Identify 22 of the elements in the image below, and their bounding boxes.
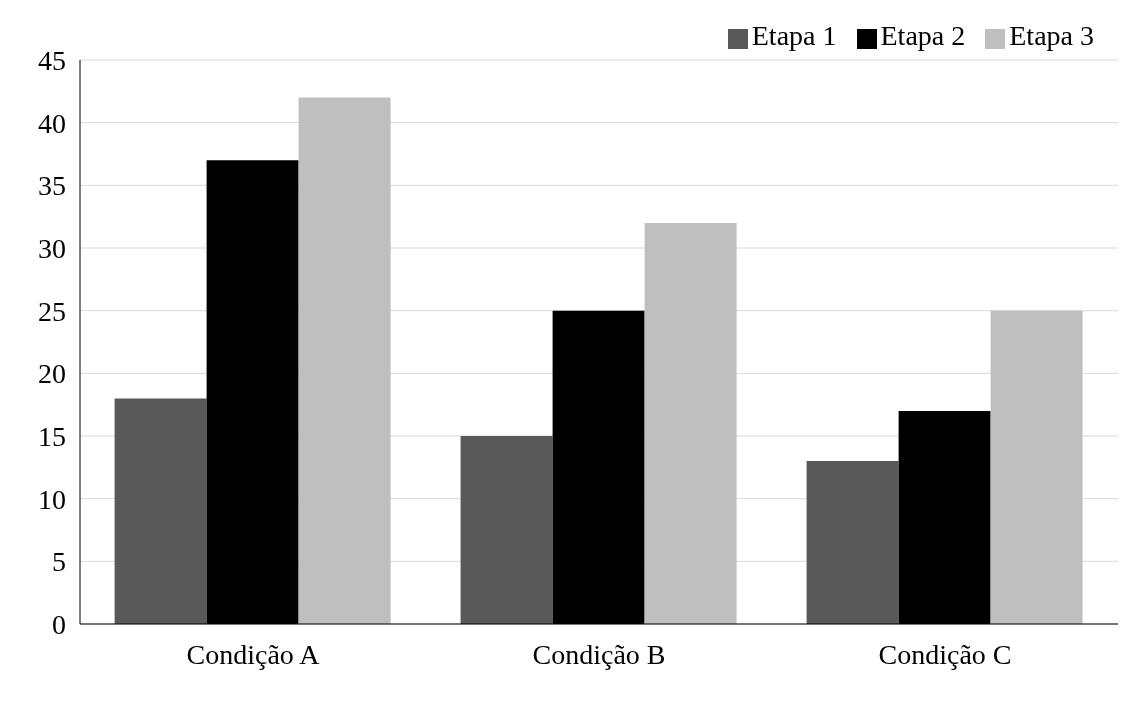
bar	[990, 310, 1083, 624]
x-tick-label: Condição B	[532, 638, 666, 670]
x-tick-label: Condição C	[878, 638, 1012, 670]
y-tick-label: 10	[38, 483, 66, 515]
x-tick-label: Condição A	[186, 638, 321, 670]
y-tick-label: 5	[52, 546, 66, 578]
y-tick-label: 25	[38, 295, 66, 327]
legend-label: Etapa 3	[1009, 20, 1094, 51]
y-tick-label: 15	[38, 420, 66, 452]
y-tick-label: 35	[38, 170, 66, 202]
y-tick-label: 45	[38, 44, 66, 76]
bar	[298, 97, 391, 624]
y-tick-label: 40	[38, 107, 66, 139]
bar	[644, 222, 737, 624]
legend-label: Etapa 2	[880, 20, 966, 51]
bar	[460, 436, 553, 624]
bar	[806, 461, 899, 624]
y-tick-label: 0	[52, 608, 66, 640]
bar	[114, 398, 207, 624]
legend-label: Etapa 1	[751, 20, 837, 51]
y-tick-label: 30	[38, 232, 66, 264]
y-tick-label: 20	[38, 358, 66, 390]
